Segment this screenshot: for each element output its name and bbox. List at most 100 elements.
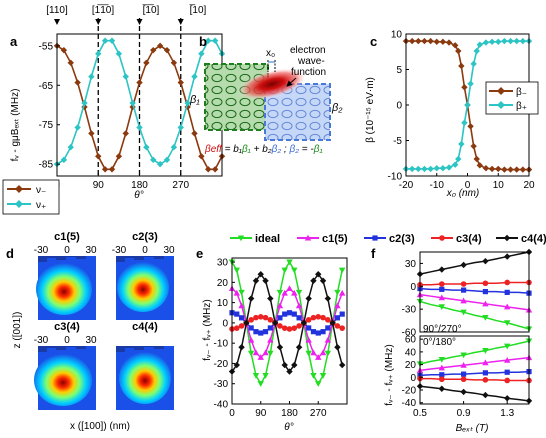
data-point-nu-minus <box>191 130 198 137</box>
panel-a-top-labels: [110] [1̅1̅0] [̅1̅0] [̅10] <box>46 4 206 16</box>
data-point-nu-plus <box>170 144 178 151</box>
data-point-beta-minus <box>445 39 453 46</box>
data-point-ideal <box>315 381 322 387</box>
data-point-c2 <box>234 311 240 317</box>
y-tick-label: -10 <box>214 339 229 350</box>
data-point-nu-plus <box>211 37 219 44</box>
map-ticks-c1: -30 0 30 <box>34 245 97 256</box>
data-point-c2 <box>439 372 445 378</box>
data-point-c4 <box>233 361 240 369</box>
data-point-beta-plus <box>467 80 474 87</box>
data-point-nu-minus <box>101 166 109 173</box>
data-point-c1 <box>286 285 293 291</box>
data-point-beta-minus <box>501 166 508 173</box>
density-map-c3 <box>34 346 96 410</box>
data-point-c3 <box>233 325 240 331</box>
data-point-c2 <box>504 369 510 375</box>
series-line-ideal <box>419 300 530 330</box>
data-point-beta-minus <box>476 162 483 169</box>
direction-label-110: [110] <box>46 5 68 16</box>
data-point-c1 <box>339 289 346 296</box>
data-point-c4 <box>286 368 293 375</box>
data-point-c1 <box>310 349 317 356</box>
panel-e-legend: ideal c1(5) c2(3) c3(4) c4(4) <box>230 233 546 245</box>
y-tick-label: 20 <box>217 278 229 289</box>
panel-e-axes: -40 -30 -20 -10 0 10 20 30 0 90 180 270 <box>214 257 348 419</box>
data-point-c3 <box>281 325 288 331</box>
data-point-c1 <box>324 336 332 343</box>
data-point-c4 <box>329 319 336 327</box>
data-point-ideal <box>238 289 245 296</box>
panel-f-top-annotation: 90°/270° <box>423 324 462 335</box>
data-point-c1 <box>305 336 312 343</box>
data-point-c1 <box>267 336 274 343</box>
data-point-nu-minus <box>74 79 81 86</box>
data-point-c3 <box>460 281 467 287</box>
direction-arrowhead <box>54 19 60 25</box>
y-tick-label: 0 <box>410 282 416 293</box>
beta2-label: β₂ <box>331 102 343 114</box>
data-point-ideal <box>267 350 274 357</box>
data-point-beta-plus <box>513 37 520 45</box>
data-point-c2 <box>258 330 264 336</box>
data-point-ideal <box>247 350 255 357</box>
map-tick: -30 <box>112 245 127 256</box>
data-point-beta-minus <box>488 165 496 173</box>
data-point-nu-minus <box>95 153 102 160</box>
data-point-nu-plus <box>81 99 88 107</box>
y-tick-label: 30 <box>405 259 417 270</box>
data-point-beta-plus <box>488 38 496 46</box>
data-point-ideal <box>310 373 317 379</box>
electron-label-line1: electron <box>290 45 326 56</box>
legend-label-c2: c2(3) <box>389 233 415 245</box>
map-tick: 30 <box>85 245 97 256</box>
data-point-beta-plus <box>445 164 453 171</box>
data-point-nu-plus <box>95 50 102 57</box>
data-point-c1 <box>281 289 288 296</box>
panel-a-letter: a <box>10 34 18 49</box>
data-point-c3 <box>310 314 317 321</box>
x-tick-label: 270 <box>310 408 327 419</box>
data-point-ideal <box>295 289 303 296</box>
panel-b-letter: b <box>199 34 207 49</box>
density-map-c4 <box>116 346 174 410</box>
panel-f-letter: f <box>371 246 376 261</box>
panel-d: d c1(5) c2(3) c3(4) c4(4) -30 0 30 -30 0… <box>6 231 175 432</box>
data-point-c3 <box>286 326 293 332</box>
data-point-c2 <box>482 289 488 295</box>
data-point-c4 <box>460 261 467 269</box>
data-point-c4 <box>334 344 341 351</box>
data-point-ideal <box>305 350 312 357</box>
data-point-ideal <box>334 289 341 296</box>
map-title-c4: c4(4) <box>132 321 158 333</box>
data-point-c1 <box>238 302 245 309</box>
data-point-beta-minus <box>513 166 520 173</box>
data-point-ideal <box>257 381 264 387</box>
x-tick-label: 90 <box>255 408 267 419</box>
data-point-c1 <box>257 354 264 360</box>
data-point-c4 <box>482 257 489 265</box>
data-point-c1 <box>482 359 489 366</box>
data-point-beta-plus <box>427 165 434 173</box>
data-point-c4 <box>310 277 317 284</box>
data-point-beta-plus <box>452 161 459 168</box>
data-point-c3 <box>439 281 445 287</box>
data-point-c3 <box>267 317 274 323</box>
map-title-c2: c2(3) <box>132 231 158 243</box>
data-point-beta-minus <box>408 37 416 45</box>
data-point-beta-minus <box>452 42 459 49</box>
direction-label-m110: [̅10] <box>189 4 206 16</box>
panel-a-xlabel: θ° <box>134 190 143 201</box>
data-point-c4 <box>257 271 264 278</box>
y-tick-label: -10 <box>388 172 403 183</box>
data-point-nu-minus <box>115 153 123 160</box>
data-point-c4 <box>319 277 327 284</box>
y-tick-label: 20 <box>405 360 417 371</box>
data-point-nu-plus <box>205 37 212 44</box>
data-point-ideal <box>482 348 489 354</box>
data-point-beta-plus <box>507 37 514 45</box>
legend-marker-c1 <box>304 234 312 241</box>
